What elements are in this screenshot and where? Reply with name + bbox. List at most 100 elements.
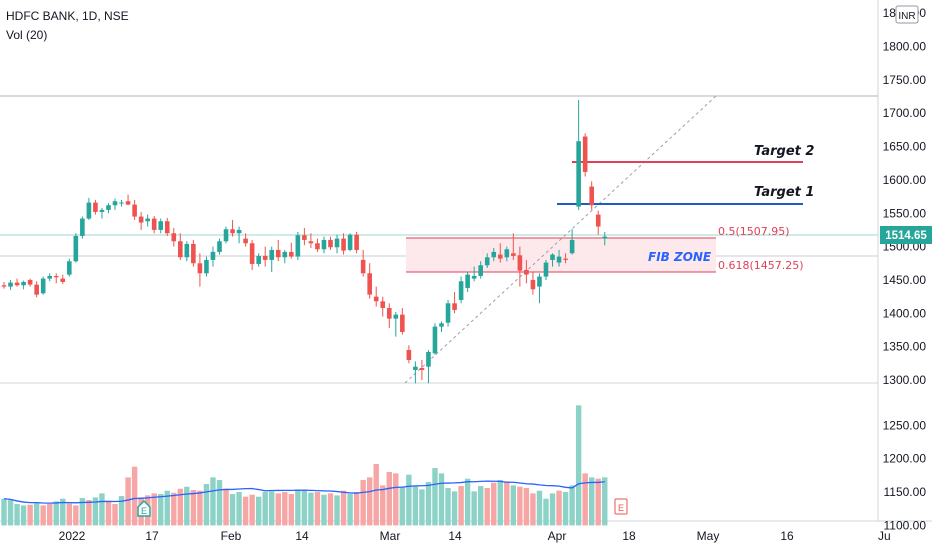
candle-body[interactable] [478,265,483,276]
volume-bar[interactable] [151,493,157,526]
volume-bar[interactable] [20,505,27,526]
candle-body[interactable] [543,262,549,277]
volume-bar[interactable] [125,477,131,526]
earnings-marker-2[interactable]: E [614,498,628,515]
volume-bar[interactable] [164,490,170,526]
volume-bar[interactable] [112,504,118,526]
candle-body[interactable] [269,249,275,260]
volume-bar[interactable] [92,497,99,526]
candle-body[interactable] [256,255,261,264]
volume-bar[interactable] [353,492,360,526]
currency-badge[interactable]: INR [895,5,919,24]
volume-bar[interactable] [491,482,497,526]
candle-body[interactable] [321,239,327,250]
candle-body[interactable] [282,251,288,258]
candle-body[interactable] [504,249,510,258]
candle-body[interactable] [354,234,359,250]
candle-body[interactable] [73,235,79,262]
volume-bar[interactable] [432,468,438,526]
volume-bar[interactable] [458,486,464,526]
candle-body[interactable] [432,326,438,354]
candle-body[interactable] [151,218,157,230]
volume-bar[interactable] [255,496,262,526]
candle-body[interactable] [302,235,307,240]
volume-bar[interactable] [301,490,308,526]
candle-body[interactable] [1,285,7,287]
candle-body[interactable] [184,243,190,258]
volume-bar[interactable] [118,496,125,526]
candle-body[interactable] [602,236,608,239]
volume-bar[interactable] [262,492,268,526]
candle-body[interactable] [217,241,222,252]
candle-body[interactable] [413,366,418,370]
candle-body[interactable] [419,367,425,370]
candle-body[interactable] [86,202,92,219]
volume-bar[interactable] [445,488,451,526]
candle-body[interactable] [132,204,137,217]
volume-bar[interactable] [360,480,366,526]
volume-bar[interactable] [438,473,445,526]
candle-body[interactable] [380,301,386,308]
volume-bar[interactable] [314,492,321,526]
candle-body[interactable] [249,243,255,264]
volume-bar[interactable] [47,504,53,526]
volume-bar[interactable] [197,490,203,526]
candle-body[interactable] [484,257,490,266]
volume-bar[interactable] [549,493,556,526]
candle-body[interactable] [262,255,268,260]
volume-bar[interactable] [190,490,197,526]
candle-body[interactable] [34,284,39,295]
candle-body[interactable] [367,273,372,295]
candle-body[interactable] [8,282,13,287]
volume-bar[interactable] [419,489,425,526]
volume-bar[interactable] [582,473,588,526]
volume-bar[interactable] [589,477,595,526]
candle-body[interactable] [556,256,562,263]
volume-bar[interactable] [79,498,86,526]
candle-body[interactable] [334,238,340,248]
volume-bar[interactable] [295,489,301,526]
volume-bar[interactable] [66,503,72,526]
volume-bar[interactable] [177,488,184,526]
candle-body[interactable] [158,221,164,230]
candle-body[interactable] [582,136,588,172]
candle-body[interactable] [360,259,366,274]
volume-bar[interactable] [575,405,582,526]
candle-body[interactable] [99,209,105,212]
candle-body[interactable] [393,314,399,319]
volume-bar[interactable] [105,500,112,526]
candle-body[interactable] [40,278,46,294]
volume-bar[interactable] [203,484,210,526]
candle-body[interactable] [497,254,503,259]
volume-bar[interactable] [86,500,92,526]
candle-body[interactable] [328,239,333,248]
volume-bar[interactable] [543,498,549,526]
candle-body[interactable] [530,279,536,290]
candle-body[interactable] [439,323,444,327]
volume-bar[interactable] [425,482,432,526]
volume-bar[interactable] [7,500,14,526]
volume-bar[interactable] [556,490,562,526]
candle-body[interactable] [210,251,216,260]
candle-body[interactable] [53,275,59,278]
volume-bar[interactable] [308,492,314,526]
volume-bar[interactable] [451,491,458,526]
candle-body[interactable] [511,253,516,256]
volume-bar[interactable] [216,480,223,526]
candle-body[interactable] [595,214,601,227]
candle-body[interactable] [178,241,183,258]
volume-bar[interactable] [27,504,33,526]
candle-body[interactable] [112,201,118,206]
candle-body[interactable] [21,281,26,286]
candle-body[interactable] [27,279,33,285]
volume-bar[interactable] [53,501,59,526]
volume-bar[interactable] [464,478,471,526]
volume-bar[interactable] [249,494,255,526]
candle-body[interactable] [230,229,235,234]
volume-bar[interactable] [504,481,510,526]
volume-bar[interactable] [497,480,503,526]
volume-bar[interactable] [380,485,386,526]
volume-bar[interactable] [269,491,275,526]
candle-body[interactable] [386,307,392,319]
volume-bar[interactable] [236,492,242,526]
